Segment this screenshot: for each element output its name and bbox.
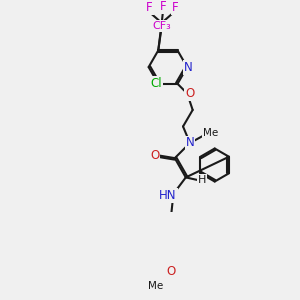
Text: Cl: Cl (150, 77, 162, 90)
Text: N: N (184, 61, 192, 74)
Text: N: N (185, 136, 194, 149)
Text: HN: HN (159, 189, 177, 202)
Text: CF₃: CF₃ (152, 21, 171, 31)
Text: O: O (150, 149, 159, 162)
Text: Me: Me (203, 128, 218, 138)
Text: F: F (160, 0, 166, 13)
Text: O: O (166, 265, 175, 278)
Text: H: H (197, 175, 206, 185)
Text: O: O (185, 87, 194, 100)
Text: F: F (172, 1, 178, 14)
Text: F: F (146, 1, 153, 14)
Text: Me: Me (148, 281, 163, 291)
